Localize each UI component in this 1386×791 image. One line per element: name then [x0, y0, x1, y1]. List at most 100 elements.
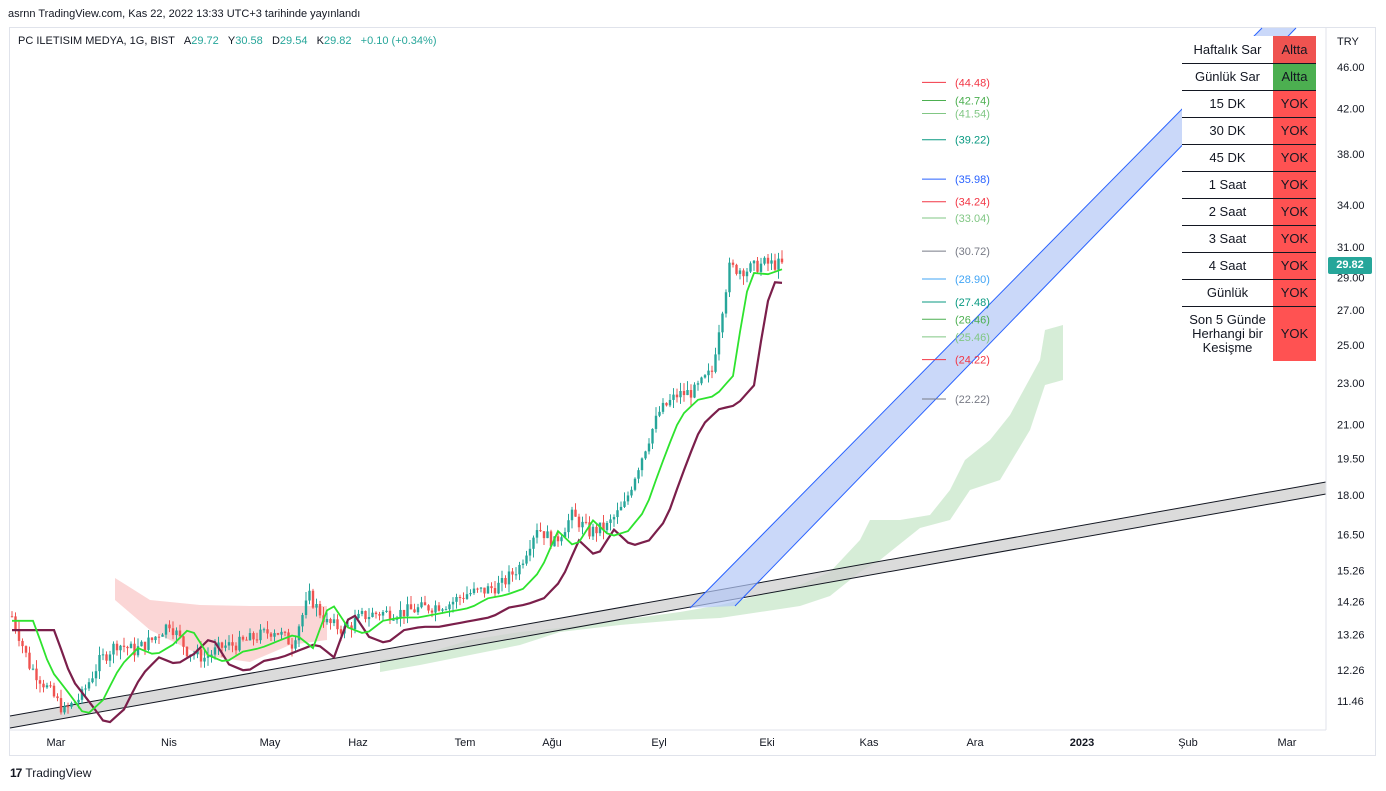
- candle-body: [354, 618, 356, 629]
- tradingview-logo[interactable]: 17 TradingView: [10, 766, 91, 780]
- candle-body: [84, 688, 86, 689]
- close-value: 29.82: [324, 35, 352, 47]
- candle-body: [182, 636, 184, 646]
- candle-body: [417, 607, 419, 612]
- candle-body: [385, 611, 387, 612]
- candle-body: [301, 615, 303, 626]
- candle-body: [441, 609, 443, 610]
- price-levels: (44.48)(42.74)(41.54)(39.22)(35.98)(34.2…: [922, 77, 990, 406]
- candle-body: [672, 395, 674, 400]
- candle-body: [175, 631, 177, 636]
- status-value: YOK: [1273, 252, 1316, 279]
- candle-body: [462, 598, 464, 599]
- candle-body: [448, 604, 450, 609]
- candle-body: [427, 605, 429, 610]
- price-tick-label: 27.00: [1337, 305, 1365, 317]
- candle-body: [515, 574, 517, 575]
- status-label: Son 5 Günde Herhangi bir Kesişme: [1182, 306, 1273, 361]
- price-tick-label: 15.26: [1337, 565, 1365, 577]
- candle-body: [532, 538, 534, 549]
- time-tick-label: Şub: [1178, 737, 1198, 749]
- candle-body: [658, 412, 660, 416]
- candle-body: [662, 403, 664, 412]
- status-row: Son 5 Günde Herhangi bir Kesişme YOK: [1182, 306, 1316, 361]
- status-value: YOK: [1273, 306, 1316, 361]
- candle-body: [676, 395, 678, 398]
- candle-body: [333, 619, 335, 623]
- candle-body: [329, 619, 331, 623]
- candle-body: [431, 611, 433, 613]
- status-label: 3 Saat: [1182, 225, 1273, 252]
- status-value: YOK: [1273, 225, 1316, 252]
- candle-body: [32, 669, 34, 670]
- status-label: 4 Saat: [1182, 252, 1273, 279]
- candle-body: [770, 260, 772, 263]
- candle-body: [91, 678, 93, 682]
- candle-body: [214, 647, 216, 654]
- price-tick-label: 46.00: [1337, 62, 1365, 74]
- price-tick-label: 16.50: [1337, 530, 1365, 542]
- price-tick-label: 18.00: [1337, 490, 1365, 502]
- candle-body: [480, 588, 482, 589]
- candle-body: [305, 601, 307, 616]
- candle-body: [781, 259, 783, 263]
- status-label: Haftalık Sar: [1182, 36, 1273, 63]
- status-value: YOK: [1273, 171, 1316, 198]
- candle-body: [763, 258, 765, 264]
- bullish-cloud: [380, 325, 1063, 672]
- candle-body: [438, 605, 440, 610]
- candle-body: [263, 629, 265, 630]
- candle-body: [172, 628, 174, 635]
- candle-body: [39, 680, 41, 684]
- candle-body: [413, 609, 415, 612]
- candle-body: [742, 270, 744, 276]
- price-tick-label: 13.26: [1337, 629, 1365, 641]
- candle-body: [249, 633, 251, 640]
- candle-body: [109, 654, 111, 660]
- status-row: 3 Saat YOK: [1182, 225, 1316, 252]
- status-row: 30 DK YOK: [1182, 117, 1316, 144]
- candle-body: [721, 314, 723, 333]
- candle-body: [669, 400, 671, 405]
- candle-body: [574, 510, 576, 517]
- status-label: Günlük: [1182, 279, 1273, 306]
- candle-body: [112, 644, 114, 655]
- candle-body: [578, 517, 580, 528]
- candle-body: [308, 591, 310, 601]
- candle-body: [200, 649, 202, 661]
- candle-body: [725, 292, 727, 313]
- status-label: 45 DK: [1182, 144, 1273, 171]
- candle-body: [287, 632, 289, 644]
- candle-body: [567, 520, 569, 532]
- candle-body: [585, 522, 587, 523]
- time-axis: Mar Nis May Haz Tem Ağu Eyl Eki Kas Ara 2023 Şub Mar: [10, 730, 1326, 749]
- candle-body: [686, 390, 688, 395]
- price-level-label: (33.04): [955, 213, 990, 225]
- price-tick-label: 31.00: [1337, 242, 1365, 254]
- candle-body: [67, 706, 69, 707]
- status-value: YOK: [1273, 144, 1316, 171]
- candle-body: [284, 632, 286, 633]
- candle-body: [186, 647, 188, 656]
- candle-body: [718, 332, 720, 354]
- candle-body: [473, 589, 475, 593]
- candle-body: [221, 642, 223, 647]
- status-row: 1 Saat YOK: [1182, 171, 1316, 198]
- candle-body: [452, 602, 454, 605]
- candle-body: [665, 403, 667, 405]
- status-row: 45 DK YOK: [1182, 144, 1316, 171]
- candle-body: [529, 549, 531, 556]
- price-level-label: (26.46): [955, 314, 990, 326]
- price-level-label: (34.24): [955, 197, 990, 209]
- candle-body: [179, 631, 181, 637]
- candle-body: [291, 644, 293, 648]
- candle-body: [168, 625, 170, 629]
- candle-body: [235, 646, 237, 651]
- candle-body: [154, 637, 156, 640]
- candle-body: [508, 571, 510, 584]
- status-row: Günlük Sar Altta: [1182, 63, 1316, 90]
- candle-body: [203, 658, 205, 662]
- candle-body: [693, 385, 695, 398]
- time-tick-label: Mar: [1278, 737, 1297, 749]
